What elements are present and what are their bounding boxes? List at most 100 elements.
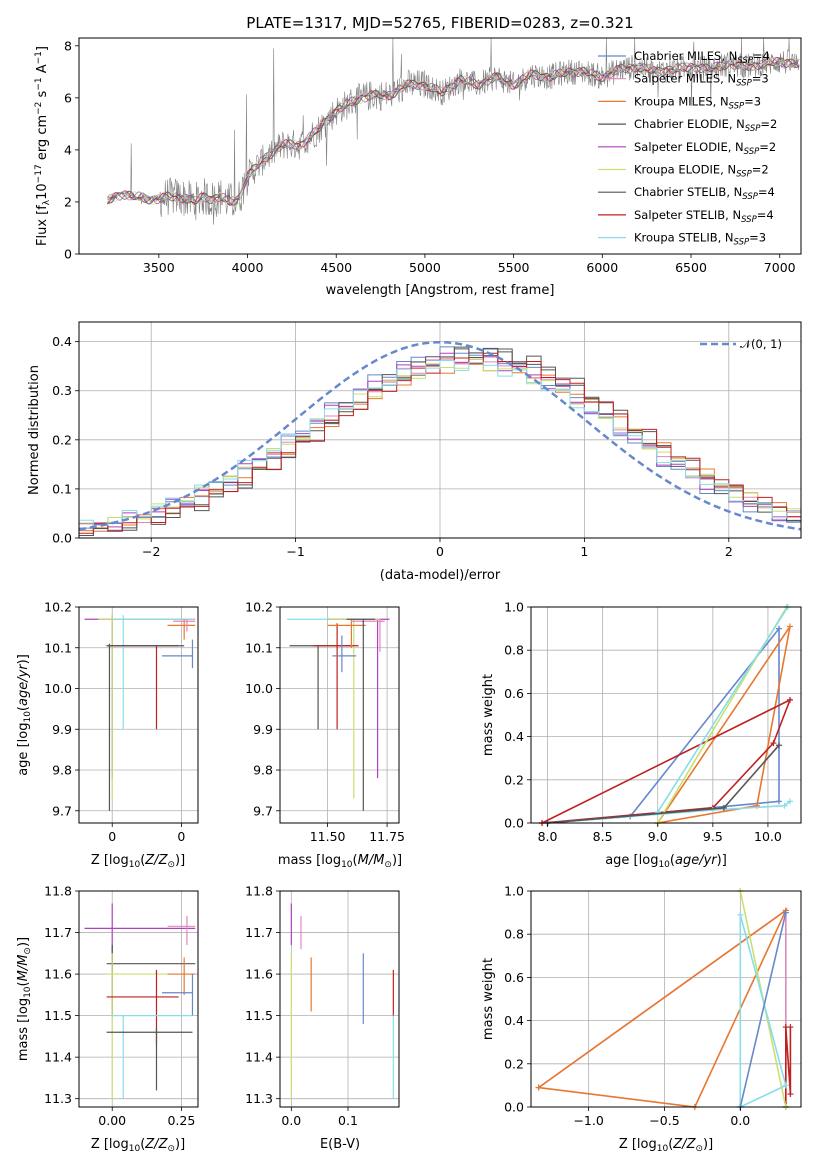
mass-vs-Z-ytick-label: 11.7 bbox=[44, 925, 72, 940]
legend-label-chabrier_stelib: Chabrier STELIB, NSSP=4 bbox=[634, 185, 775, 202]
residuals-xtick-label: 0 bbox=[436, 544, 444, 559]
age-vs-Z-ylabel: age [log10(age/yr)] bbox=[16, 654, 33, 776]
legend-label-salpeter_elodie: Salpeter ELODIE, NSSP=2 bbox=[634, 140, 776, 157]
mass-vs-EBV-ytick-label: 11.4 bbox=[245, 1050, 273, 1065]
mass-weight-vs-Z-ticks: −1.0 −0.5 0.0 0.0 0.2 0.4 0.6 0.8 1.0 bbox=[504, 884, 750, 1129]
age-vs-mass-xtick-label: 11.50 bbox=[310, 829, 346, 844]
mass-vs-EBV-ytick-label: 11.6 bbox=[245, 967, 273, 982]
age-vs-mass-ytick-label: 10.0 bbox=[245, 681, 273, 696]
residuals-ytick-label: 0.3 bbox=[52, 383, 72, 398]
age-vs-mass-ytick-label: 9.7 bbox=[253, 803, 273, 818]
mass-weight-vs-Z-marker-chabrier_miles bbox=[782, 909, 789, 916]
mass-vs-EBV-data-layer bbox=[290, 903, 394, 1099]
mass-weight-vs-age-ytick-label: 1.0 bbox=[504, 600, 524, 615]
spectrum-xlabel: wavelength [Angstrom, rest frame] bbox=[326, 283, 555, 298]
mass-weight-vs-Z-ylabel: mass weight bbox=[481, 958, 496, 1040]
legend-label-chabrier_elodie: Chabrier ELODIE, NSSP=2 bbox=[634, 117, 777, 134]
residuals-ytick-label: 0.2 bbox=[52, 432, 72, 447]
residuals-ytick-label: 0.4 bbox=[52, 334, 72, 349]
residuals-ytick-label: 0.0 bbox=[52, 531, 72, 546]
spectrum-xtick-label: 4000 bbox=[232, 260, 264, 275]
normal-distribution-curve bbox=[78, 340, 802, 531]
mass-vs-Z-ylabel: mass [log10(M/M⊙)] bbox=[16, 937, 33, 1061]
mass-weight-vs-age-axes-frame bbox=[530, 606, 802, 824]
mass-vs-Z-xtick-label: 0.00 bbox=[98, 1113, 126, 1128]
spectrum-xtick-label: 5500 bbox=[498, 260, 530, 275]
age-vs-Z-data-layer bbox=[84, 615, 196, 811]
mass-weight-vs-age-marker-chabrier_miles bbox=[775, 625, 782, 632]
spectrum-xtick-label: 7000 bbox=[764, 260, 796, 275]
age-vs-mass-axes-frame bbox=[279, 606, 400, 824]
spectrum-axes-frame bbox=[78, 37, 802, 255]
mass-weight-vs-Z-series-kroupa_stelib bbox=[739, 914, 787, 1108]
mass-vs-Z-xlabel: Z [log10(Z/Z⊙)] bbox=[91, 1137, 185, 1154]
mass-vs-Z-axes-frame bbox=[78, 890, 199, 1108]
age-vs-mass-panel: 11.50 11.75 9.7 9.8 9.9 10.0 10.1 10.2 mass [lo… bbox=[245, 600, 405, 871]
model-spectrum-kroupa_stelib bbox=[107, 56, 800, 204]
mass-weight-vs-age-marker-chabrier_miles bbox=[775, 798, 782, 805]
spectrum-xtick-label: 4500 bbox=[320, 260, 352, 275]
legend-label-salpeter_stelib: Salpeter STELIB, NSSP=4 bbox=[634, 208, 774, 225]
mass-vs-Z-xtick-label: 0.25 bbox=[167, 1113, 195, 1128]
legend-label-kroupa_elodie: Kroupa ELODIE, NSSP=2 bbox=[634, 163, 769, 180]
mass-weight-vs-age-panel: 8.0 8.5 9.0 9.5 10.0 0.0 0.2 0.4 0.6 0.8 1.0 age [… bbox=[481, 600, 802, 870]
spectrum-ytick-label: 4 bbox=[64, 142, 72, 157]
mass-weight-vs-age-ticks: 8.0 8.5 9.0 9.5 10.0 0.0 0.2 0.4 0.6 0.8 1.0 bbox=[504, 600, 782, 845]
mass-weight-vs-Z-ytick-label: 0.0 bbox=[504, 1100, 524, 1115]
age-vs-Z-ticks: 0 0 9.7 9.8 9.9 10.0 10.1 10.2 bbox=[44, 600, 185, 845]
mass-vs-Z-ytick-label: 11.4 bbox=[44, 1050, 72, 1065]
age-vs-mass-ticks: 11.50 11.75 9.7 9.8 9.9 10.0 10.1 10.2 bbox=[245, 600, 405, 845]
age-vs-Z-ytick-label: 9.9 bbox=[52, 722, 72, 737]
residuals-xtick-label: −2 bbox=[142, 544, 160, 559]
mass-vs-Z-ytick-label: 11.6 bbox=[44, 967, 72, 982]
residuals-xtick-label: 1 bbox=[580, 544, 588, 559]
age-vs-Z-ytick-label: 9.7 bbox=[52, 803, 72, 818]
mass-vs-Z-panel: 0.00 0.25 11.3 11.4 11.5 11.6 11.7 11.8 Z [log1… bbox=[16, 884, 199, 1154]
mass-weight-vs-age-ytick-label: 0.4 bbox=[504, 729, 524, 744]
spectrum-ytick-label: 6 bbox=[64, 90, 72, 105]
mass-weight-vs-Z-marker-kroupa_miles bbox=[535, 1084, 542, 1091]
mass-weight-vs-age-xtick-label: 10.0 bbox=[754, 829, 782, 844]
mass-weight-vs-Z-series-salpeter_stelib bbox=[784, 1027, 792, 1107]
mass-vs-Z-ytick-label: 11.3 bbox=[44, 1091, 72, 1106]
age-vs-mass-ytick-label: 10.2 bbox=[245, 600, 273, 615]
mass-weight-vs-Z-xlabel: Z [log10(Z/Z⊙)] bbox=[619, 1137, 713, 1154]
residuals-ytick-label: 0.1 bbox=[52, 481, 72, 496]
spectrum-xtick-label: 6000 bbox=[586, 260, 618, 275]
residuals-ylabel: Normed distribution bbox=[27, 365, 42, 495]
mass-weight-vs-age-ytick-label: 0.0 bbox=[504, 816, 524, 831]
histogram-salpeter_stelib bbox=[78, 352, 801, 538]
mass-weight-vs-Z-ytick-label: 1.0 bbox=[504, 884, 524, 899]
mass-weight-vs-age-marker-kroupa_stelib bbox=[786, 798, 793, 805]
age-vs-Z-xlabel: Z [log10(Z/Z⊙)] bbox=[91, 853, 185, 870]
spectrum-ticks: 3500 4000 4500 5000 5500 6000 6500 7000 0 2 4 6 8 bbox=[64, 38, 796, 275]
mass-weight-vs-Z-marker-kroupa_stelib bbox=[737, 911, 744, 918]
mass-weight-vs-age-ylabel: mass weight bbox=[481, 674, 496, 756]
age-vs-mass-xlabel: mass [log10(M/M⊙)] bbox=[278, 853, 402, 870]
spectrum-ytick-label: 0 bbox=[64, 247, 72, 262]
spectrum-panel: 3500 4000 4500 5000 5500 6000 6500 7000 0 2 4 6 8 wa… bbox=[34, 37, 802, 298]
mass-weight-vs-age-ytick-label: 0.6 bbox=[504, 686, 524, 701]
mass-weight-vs-Z-xtick-label: −0.5 bbox=[649, 1113, 679, 1128]
mass-vs-EBV-ytick-label: 11.8 bbox=[245, 884, 273, 899]
residuals-xtick-label: −1 bbox=[286, 544, 304, 559]
model-spectrum-salpeter_stelib bbox=[107, 56, 800, 206]
residuals-ticks: −2 −1 0 1 2 0.0 0.1 0.2 0.3 0.4 bbox=[52, 334, 733, 559]
mass-weight-vs-age-marker-salpeter_stelib bbox=[770, 740, 777, 747]
spectrum-xtick-label: 3500 bbox=[143, 260, 175, 275]
mass-vs-EBV-panel: 0.0 0.1 11.3 11.4 11.5 11.6 11.7 11.8 E(B-V) bbox=[245, 884, 400, 1152]
mass-weight-vs-age-marker-chabrier_stelib bbox=[720, 804, 727, 811]
age-vs-Z-panel: 0 09.79.89.910.010.110.2 Z [log10(Z/Z⊙)] … bbox=[16, 600, 199, 870]
age-vs-mass-ytick-label: 10.1 bbox=[245, 640, 273, 655]
histogram-chabrier_stelib bbox=[78, 346, 801, 538]
mass-weight-vs-age-ytick-label: 0.2 bbox=[504, 772, 524, 787]
spectrum-xtick-label: 5000 bbox=[409, 260, 441, 275]
mass-weight-vs-age-xlabel: age [log10(age/yr)] bbox=[605, 853, 727, 870]
mass-weight-vs-Z-ytick-label: 0.4 bbox=[504, 1013, 524, 1028]
age-vs-mass-ytick-label: 9.9 bbox=[253, 722, 273, 737]
mass-weight-vs-age-marker-salpeter_stelib bbox=[786, 696, 793, 703]
mass-weight-vs-Z-ytick-label: 0.6 bbox=[504, 970, 524, 985]
mass-weight-vs-age-ytick-label: 0.8 bbox=[504, 643, 524, 658]
mass-vs-Z-data-layer bbox=[84, 903, 196, 1099]
